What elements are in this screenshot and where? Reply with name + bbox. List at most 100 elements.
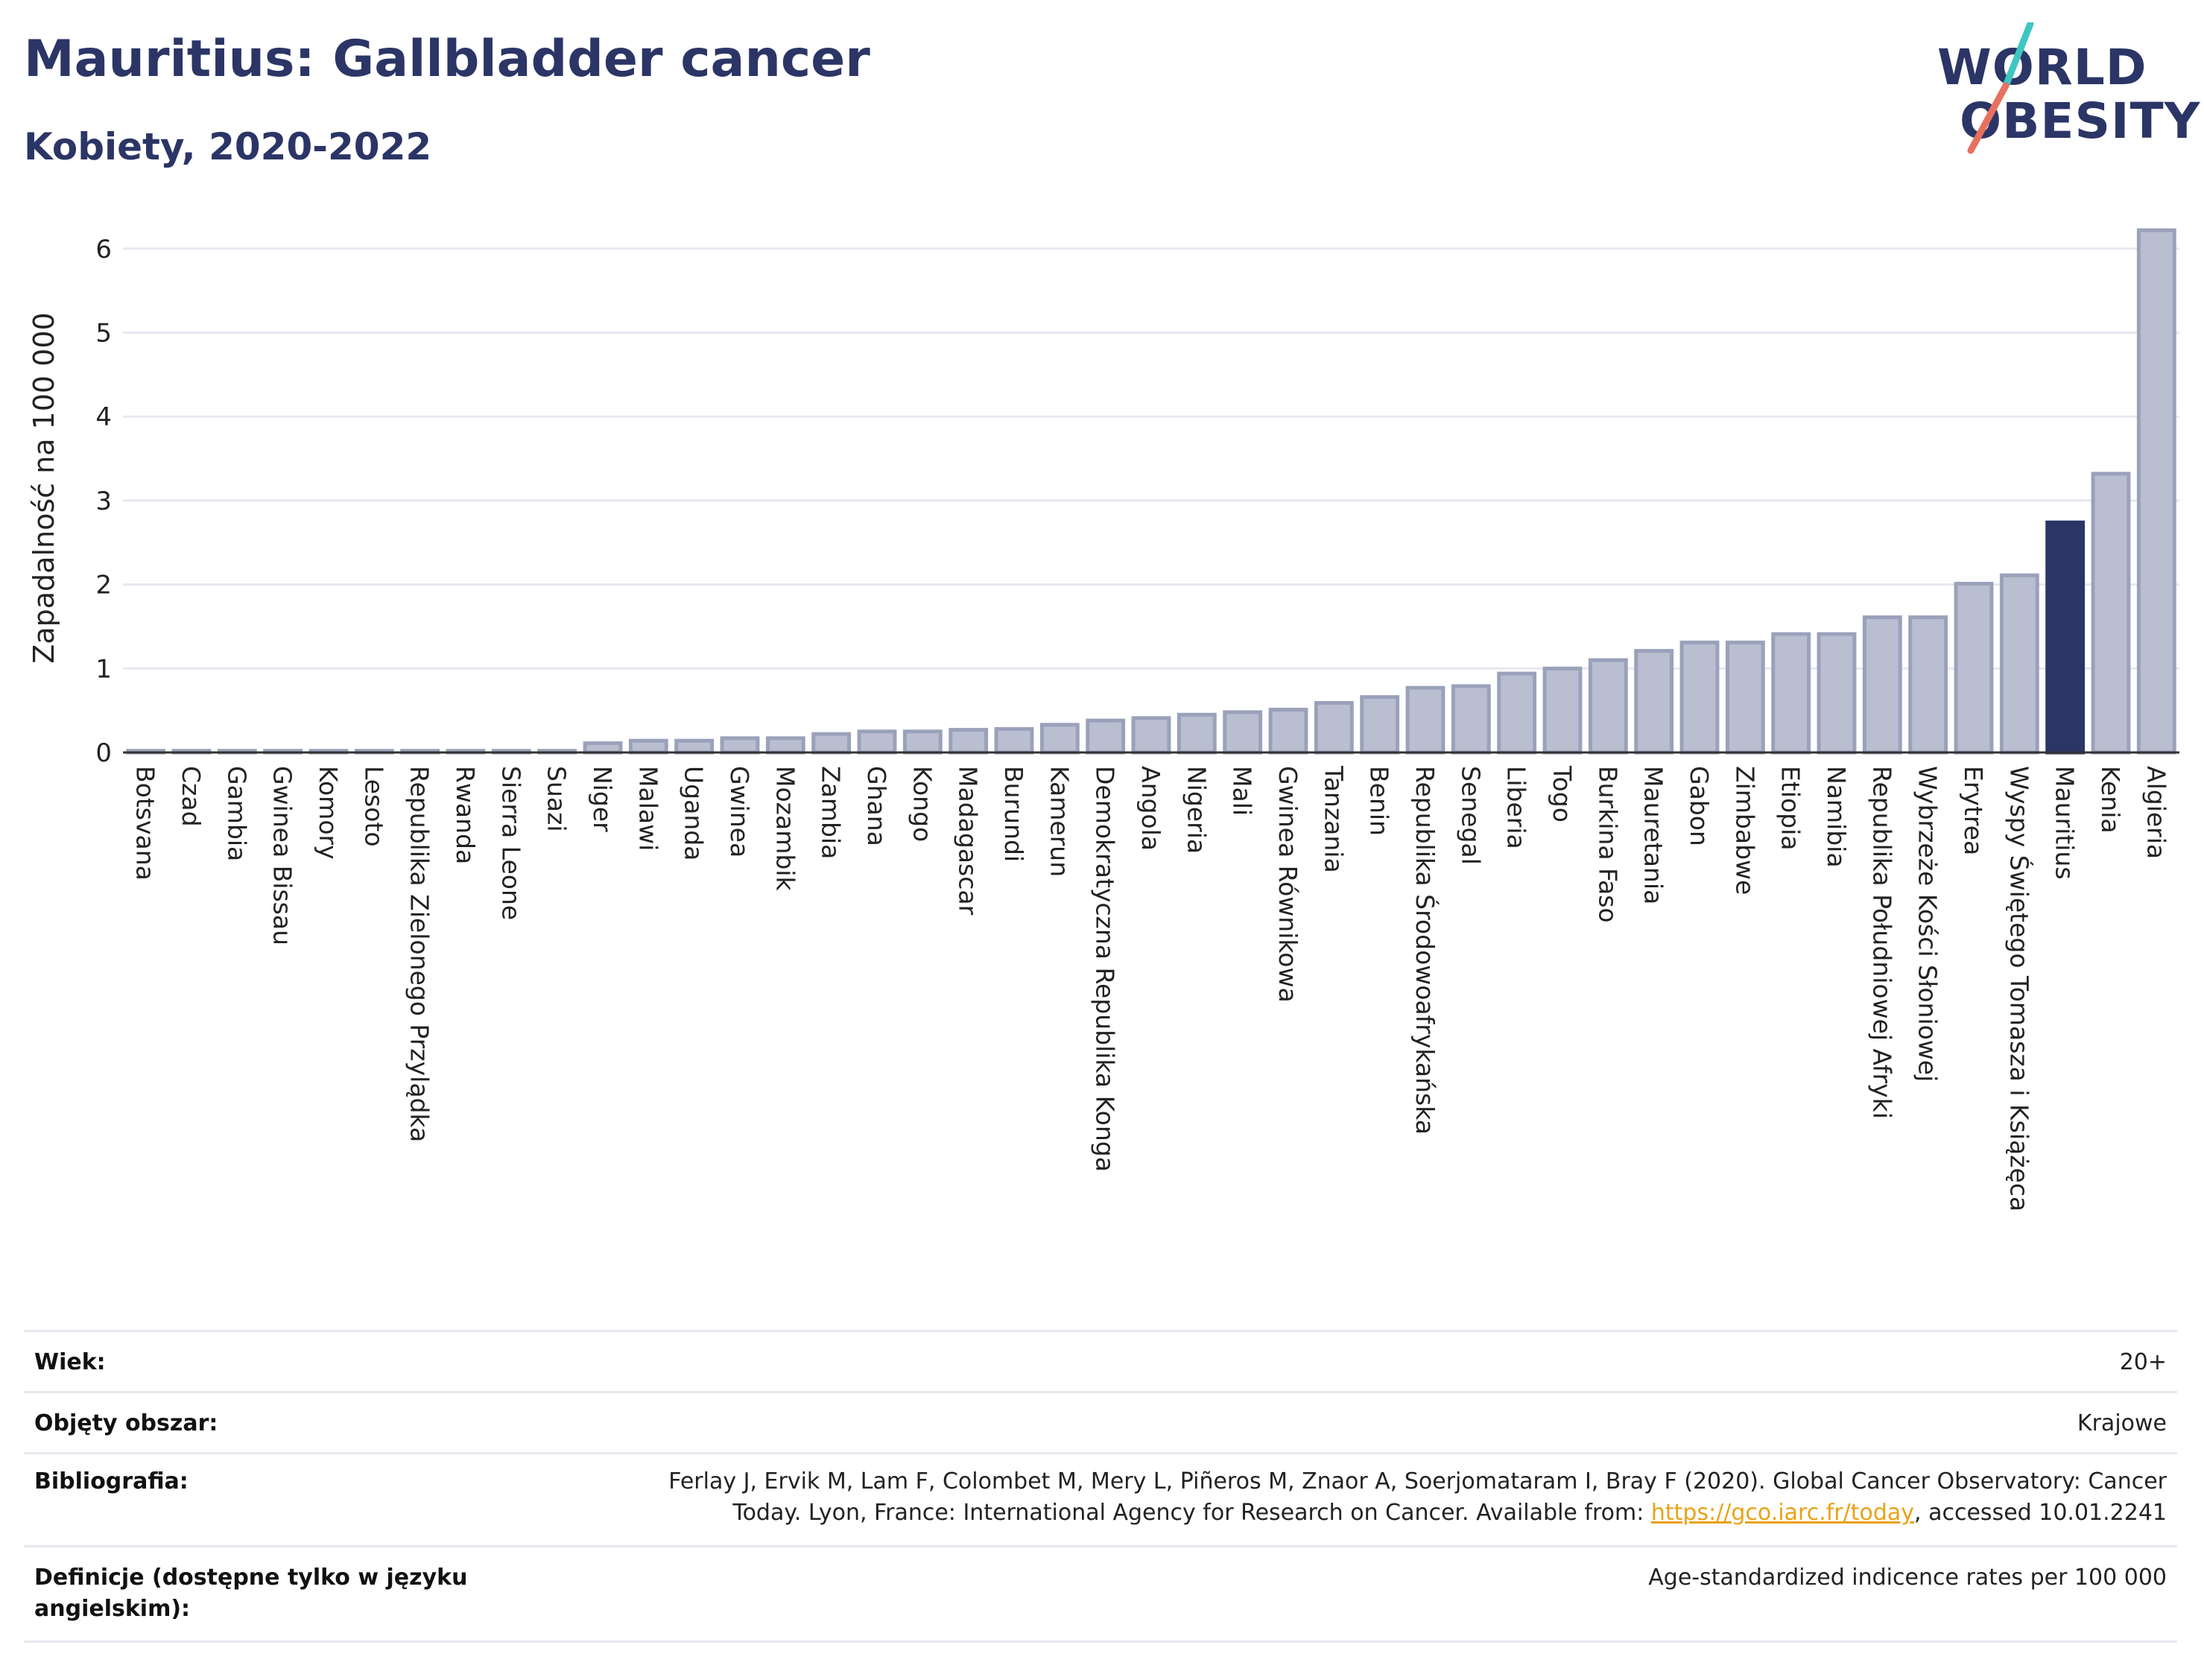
x-tick-label: Komory bbox=[314, 766, 343, 860]
x-tick-label: Demokratyczna Republika Konga bbox=[1091, 766, 1120, 1172]
x-tick-label: Lesoto bbox=[359, 766, 388, 847]
info-value-definitions: Age-standardized indicence rates per 100… bbox=[1648, 1565, 2167, 1591]
x-tick-label: Angola bbox=[1136, 766, 1165, 851]
x-tick-label: Nigeria bbox=[1182, 766, 1211, 854]
x-tick-label: Wybrzeże Kości Słoniowej bbox=[1913, 766, 1942, 1082]
y-tick-label: 6 bbox=[95, 235, 112, 264]
x-tick-label: Mauretania bbox=[1639, 766, 1668, 904]
bar-senegal bbox=[1451, 684, 1491, 755]
info-label-definitions: Definicje (dostępne tylko w języku angie… bbox=[34, 1562, 467, 1625]
bar-malawi bbox=[628, 738, 668, 755]
info-row-area: Objęty obszar: Krajowe bbox=[24, 1391, 2177, 1454]
bar-gwinea-równikowa bbox=[1268, 708, 1308, 755]
info-row-bibliography: Bibliografia: Ferlay J, Ervik M, Lam F, … bbox=[24, 1452, 2177, 1547]
bar-mali bbox=[1223, 710, 1263, 755]
x-tick-label: Madagascar bbox=[954, 766, 983, 916]
x-tick-label: Burkina Faso bbox=[1593, 766, 1622, 923]
y-axis-label: Zapadalność na 100 000 bbox=[28, 312, 60, 663]
x-tick-label: Sierra Leone bbox=[496, 766, 525, 920]
x-tick-label: Republika Południowej Afryki bbox=[1867, 766, 1896, 1119]
x-tick-label: Zimbabwe bbox=[1730, 766, 1759, 895]
y-tick-label: 5 bbox=[95, 319, 112, 349]
bar-burundi bbox=[994, 726, 1034, 755]
bar-namibia bbox=[1817, 632, 1857, 755]
bibliography-line-1: Ferlay J, Ervik M, Lam F, Colombet M, Me… bbox=[668, 1468, 2167, 1494]
y-tick-label: 3 bbox=[95, 486, 112, 516]
x-tick-label: Kongo bbox=[908, 766, 937, 842]
bar-benin bbox=[1360, 695, 1400, 755]
x-tick-label: Tanzania bbox=[1319, 765, 1348, 873]
logo-word-world: WORLD bbox=[1937, 39, 2147, 96]
bar-erytrea bbox=[1954, 581, 1994, 755]
bar-liberia bbox=[1497, 671, 1537, 755]
chart-title: Mauritius: Gallbladder cancer bbox=[24, 30, 870, 89]
bar-kongo bbox=[902, 729, 943, 755]
y-axis-ticks: 0 1 2 3 4 5 6 bbox=[95, 235, 112, 768]
bar-togo bbox=[1542, 666, 1583, 755]
definitions-label-line-2: angielskim): bbox=[34, 1596, 191, 1622]
logo-word-obesity: OBESITY bbox=[1960, 92, 2201, 150]
x-tick-label: Gambia bbox=[222, 766, 251, 861]
info-value-bibliography: Ferlay J, Ervik M, Lam F, Colombet M, Me… bbox=[668, 1466, 2167, 1529]
bar-niger bbox=[583, 741, 623, 755]
x-tick-label: Republika Środowoafrykańska bbox=[1410, 766, 1440, 1135]
bibliography-line-2: Today. Lyon, France: International Agenc… bbox=[668, 1497, 2167, 1529]
bibliography-line-2-start: Today. Lyon, France: International Agenc… bbox=[732, 1500, 1651, 1526]
bar-ghana bbox=[857, 729, 897, 755]
bar-gabon bbox=[1679, 640, 1720, 755]
y-tick-label: 4 bbox=[95, 402, 112, 432]
x-tick-label: Rwanda bbox=[451, 766, 480, 864]
x-tick-label: Gwinea bbox=[725, 766, 754, 858]
x-tick-label: Mauritius bbox=[2051, 766, 2080, 880]
bar-nigeria bbox=[1177, 712, 1217, 755]
info-label-bibliography: Bibliografia: bbox=[34, 1468, 189, 1494]
x-tick-label: Benin bbox=[1365, 766, 1394, 836]
x-tick-label: Niger bbox=[588, 766, 617, 832]
bar-kenia bbox=[2091, 472, 2131, 755]
x-tick-label: Gwinea Równikowa bbox=[1273, 766, 1302, 1003]
info-value-age: 20+ bbox=[2119, 1349, 2167, 1375]
x-tick-label: Kamerun bbox=[1045, 766, 1074, 877]
bar-gwinea bbox=[720, 736, 760, 755]
info-row-definitions: Definicje (dostępne tylko w języku angie… bbox=[24, 1545, 2177, 1643]
world-obesity-logo: WORLD OBESITY bbox=[1937, 22, 2200, 156]
x-tick-label: Suazi bbox=[542, 766, 571, 832]
x-tick-label: Czad bbox=[177, 766, 206, 827]
bar-angola bbox=[1131, 716, 1171, 755]
bar-demokratyczna-republika-konga bbox=[1086, 718, 1126, 755]
x-tick-label: Togo bbox=[1548, 765, 1577, 822]
chart-subtitle: Kobiety, 2020-2022 bbox=[24, 125, 432, 168]
bar-etiopia bbox=[1771, 632, 1811, 755]
x-tick-label: Liberia bbox=[1502, 766, 1531, 849]
x-tick-label: Senegal bbox=[1456, 766, 1485, 865]
y-tick-label: 2 bbox=[95, 571, 112, 600]
bar-burkina-faso bbox=[1588, 658, 1628, 755]
bar-zimbabwe bbox=[1725, 640, 1765, 755]
bar-madagascar bbox=[949, 728, 989, 755]
x-tick-label: Malawi bbox=[633, 766, 662, 851]
bar-kamerun bbox=[1039, 723, 1080, 755]
x-tick-label: Algieria bbox=[2141, 766, 2170, 859]
bar-wybrzeże-kości-słoniowej bbox=[1908, 615, 1948, 755]
definitions-label-line-1: Definicje (dostępne tylko w języku bbox=[34, 1565, 468, 1591]
x-tick-label: Wyspy Świętego Tomasza i Książęca bbox=[2004, 766, 2034, 1211]
x-tick-label: Gabon bbox=[1685, 766, 1714, 846]
x-tick-label: Gwinea Bissau bbox=[268, 766, 297, 945]
x-tick-label: Erytrea bbox=[1959, 766, 1988, 855]
y-tick-label: 1 bbox=[95, 654, 112, 684]
y-tick-label: 0 bbox=[95, 738, 112, 768]
x-tick-label: Republika Zielonego Przylądka bbox=[405, 766, 434, 1142]
bar-uganda bbox=[674, 738, 715, 755]
x-tick-label: Etiopia bbox=[1776, 766, 1805, 851]
x-tick-label: Ghana bbox=[862, 766, 891, 846]
x-tick-label: Uganda bbox=[680, 766, 709, 860]
info-label-area: Objęty obszar: bbox=[34, 1410, 218, 1436]
bibliography-line-2-end: , accessed 10.01.2241 bbox=[1914, 1500, 2167, 1526]
info-row-age: Wiek: 20+ bbox=[24, 1330, 2177, 1393]
x-axis-tick-labels: Botsvana Czad Gambia Gwinea Bissau Komory Les… bbox=[131, 765, 2171, 1211]
bar-republika-środowoafrykańska bbox=[1405, 685, 1445, 755]
x-tick-label: Zambia bbox=[817, 766, 846, 859]
grid-lines bbox=[123, 247, 2179, 670]
bibliography-link[interactable]: https://gco.iarc.fr/today bbox=[1650, 1500, 1915, 1526]
x-tick-label: Kenia bbox=[2096, 766, 2125, 834]
